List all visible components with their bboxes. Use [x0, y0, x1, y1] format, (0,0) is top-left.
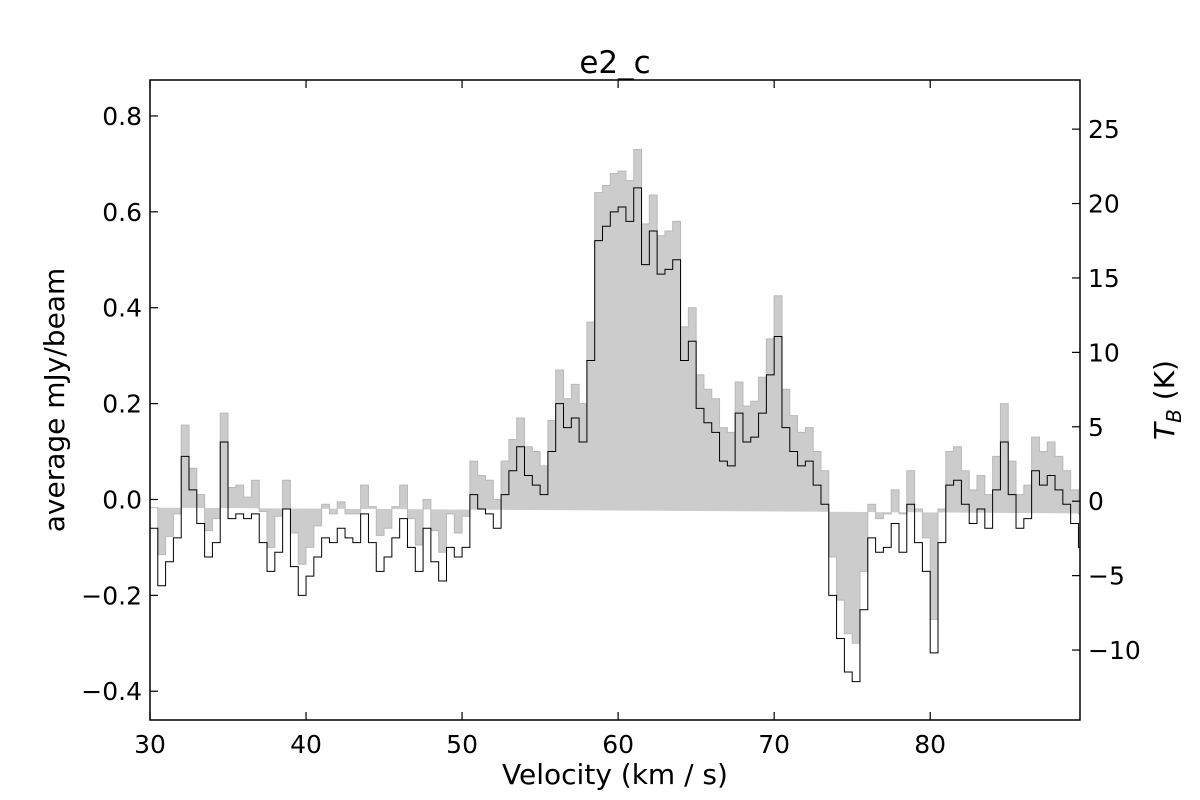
y2-tick-label: 10 [1088, 338, 1120, 367]
y2-tick-label: 5 [1088, 413, 1104, 442]
x-axis-label: Velocity (km / s) [502, 758, 728, 791]
x-axis-ticks: 30 40 50 60 70 80 [134, 80, 946, 759]
y2-axis-label-sub: B [1162, 409, 1186, 423]
y-tick-label: −0.2 [81, 581, 142, 610]
chart-title: e2_c [579, 45, 650, 81]
x-tick-label: 70 [758, 730, 790, 759]
y2-axis-label-unit: (K) [1148, 360, 1181, 409]
y2-axis-ticks: −10 −5 0 5 10 15 20 25 [1072, 115, 1141, 665]
y-axis-ticks: −0.4 −0.2 0.0 0.2 0.4 0.6 0.8 [81, 102, 158, 706]
spectrum-step-line [150, 187, 1080, 683]
y2-tick-label: −10 [1088, 636, 1141, 665]
y-tick-label: 0.4 [102, 294, 142, 323]
y2-axis-label: TB (K) [1148, 360, 1186, 440]
y2-axis-label-main: T [1148, 421, 1181, 440]
y2-tick-label: −5 [1088, 562, 1125, 591]
y-axis-label: average mJy/beam [38, 268, 71, 533]
y-tick-label: 0.2 [102, 390, 142, 419]
y2-tick-label: 0 [1088, 487, 1104, 516]
y-tick-label: −0.4 [81, 677, 142, 706]
plot-frame [149, 79, 1081, 721]
x-tick-label: 30 [134, 730, 166, 759]
y-tick-label: 0.6 [102, 198, 142, 227]
y-tick-label: 0.0 [102, 485, 142, 514]
y2-tick-label: 20 [1088, 190, 1120, 219]
y-tick-label: 0.8 [102, 102, 142, 131]
x-tick-label: 80 [914, 730, 946, 759]
x-tick-label: 60 [602, 730, 634, 759]
spectrum-line-layer [150, 187, 1080, 683]
x-tick-label: 40 [290, 730, 322, 759]
y2-tick-label: 15 [1088, 264, 1120, 293]
x-tick-label: 50 [446, 730, 478, 759]
y2-tick-label: 25 [1088, 115, 1120, 144]
